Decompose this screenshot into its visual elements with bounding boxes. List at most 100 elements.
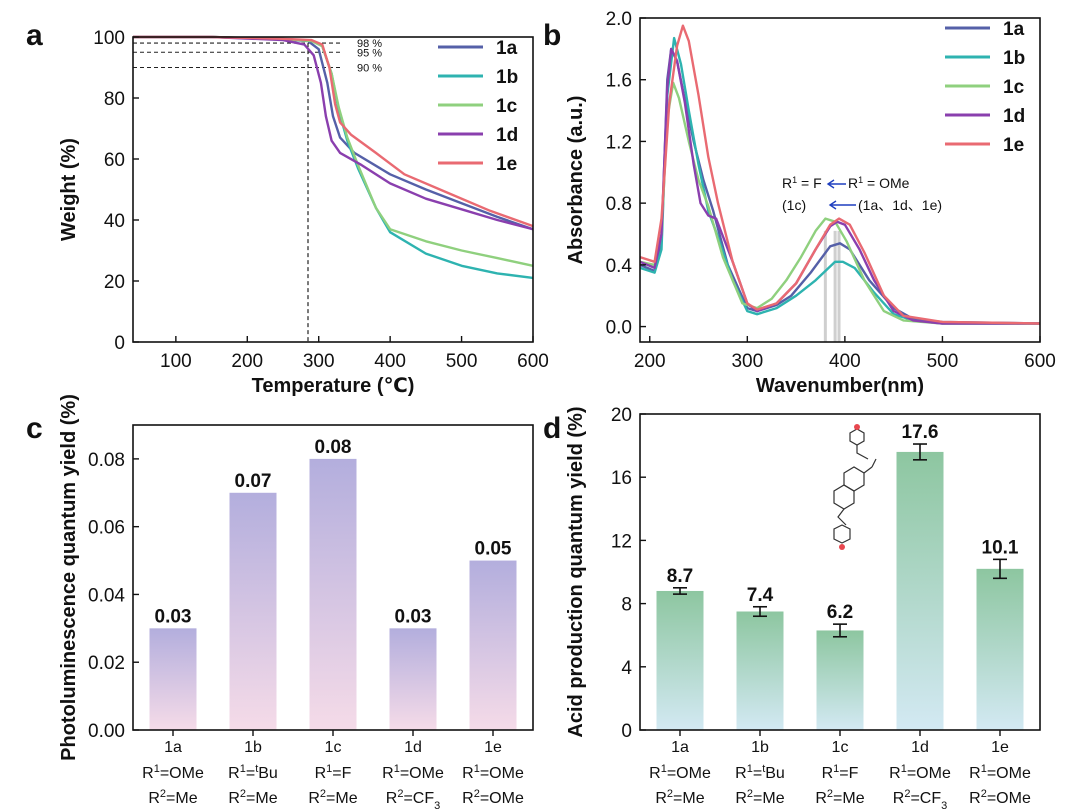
panel-a: 98 %95 %90 %100 200 300 400 500 600Temperatur… [58,28,549,397]
y-tick-label-a: 80 [104,89,125,110]
value-label-1a: 0.03 [155,606,192,627]
value-label-1d: 17.6 [902,422,939,443]
value-label-1c: 6.2 [827,602,853,623]
substituent-r2-1d: R2=CF3 [386,788,440,810]
category-label-1c: 1c [832,739,849,756]
value-label-1e: 10.1 [982,537,1019,558]
x-tick-label-a: 300 [303,351,335,372]
series-line-1e [133,35,534,228]
value-label-1d: 0.03 [395,606,432,627]
y-tick-label-a: 40 [104,211,125,232]
substituent-r1-1e: R1=OMe [969,763,1031,782]
category-label-1e: 1e [991,739,1009,756]
x-tick-label-b: 400 [829,351,861,372]
y-tick-label-b: 0.4 [606,256,633,277]
panel-b: 200 300 400 500 600 Wavenumber(nm) 0.0 0.4 0.8 1.… [565,9,1056,397]
y-tick-label-a: 20 [104,272,125,293]
y-tick-label-c: 0.02 [88,653,125,674]
bar-1a [149,628,197,730]
plot-frame-b [639,17,1041,343]
substituent-r2-1d: R2=CF3 [893,788,947,810]
legend-label-1b: 1b [1003,48,1025,69]
y-tick-label-c: 0.06 [88,518,125,539]
y-tick-label-c: 0.00 [88,721,125,742]
series-line-1b [639,36,1040,325]
y-tick-label-c: 0.08 [88,450,125,471]
y-tick-label-b: 0.8 [606,194,632,215]
y-axis-title-d: Acid production quantum yield (%) [565,406,587,737]
y-axis-title-a: Weight (%) [58,138,80,241]
panel-d: 8.7 1a R1=OMe R2=Me 7.4 1b R1=tBu R2=Me 6.2 1c R1=… [565,405,1041,810]
legend-label-1e: 1e [1003,135,1024,156]
y-tick-label-b: 1.6 [606,71,632,92]
panel-letter-c: c [26,412,43,445]
x-tick-label-b: 500 [927,351,959,372]
y-tick-label-a: 60 [104,150,125,171]
y-tick-label-d: 0 [621,721,632,742]
substituent-r2-1b: R2=Me [735,788,784,807]
substituent-r2-1a: R2=Me [148,788,197,807]
legend-label-1a: 1a [1003,19,1025,40]
bar-1b [736,611,784,730]
bar-1d [896,451,944,730]
value-label-1e: 0.05 [475,539,512,560]
y-tick-label-a: 100 [93,28,125,49]
y-tick-label-b: 0.0 [606,318,632,339]
series-line-1c [133,35,534,267]
bar-1c [816,630,864,730]
legend-label-1c: 1c [496,96,518,117]
y-axis-title-c: Photoluminescence quantum yield (%) [58,394,80,761]
x-tick-label-a: 200 [231,351,263,372]
arrow-icon [826,179,846,189]
substituent-r1-1d: R1=OMe [889,763,951,782]
bar-1e [469,560,517,730]
substituent-r1-1d: R1=OMe [382,763,444,782]
y-tick-label-d: 4 [621,658,632,679]
series-line-1b [133,35,534,280]
substituent-r2-1c: R2=Me [308,788,357,807]
substituent-r1-1b: R1=tBu [228,763,278,782]
annotation-1c: (1c) [782,197,806,213]
x-axis-title-a: Temperature (℃) [252,375,415,397]
panel-c: 0.03 1a R1=OMe R2=Me 0.07 1b R1=tBu R2=Me 0.08 1c… [58,394,534,810]
bar-1b [229,492,277,730]
annotation-r1-ome: R1 = OMe [848,175,910,191]
legend-label-1d: 1d [496,125,518,146]
legend-label-1d: 1d [1003,106,1025,127]
value-label-1b: 0.07 [235,471,272,492]
y-tick-label-c: 0.04 [88,585,125,606]
x-tick-label-b: 200 [634,351,666,372]
x-tick-label-a: 400 [374,351,406,372]
value-label-1c: 0.08 [315,437,352,458]
arrow-icon [828,200,856,210]
threshold-label-a: 90 % [357,63,382,75]
panel-letter-d: d [543,412,561,445]
substituent-r1-1a: R1=OMe [649,763,711,782]
substituent-r1-1a: R1=OMe [142,763,204,782]
y-axis-title-b: Absorbance (a.u.) [565,96,587,265]
legend-label-1c: 1c [1003,77,1025,98]
y-tick-label-a: 0 [114,333,125,354]
x-tick-label-a: 500 [446,351,478,372]
legend-label-1a: 1a [496,38,518,59]
y-tick-label-d: 20 [611,405,632,426]
legend-label-1b: 1b [496,67,518,88]
plot-frame-a [132,36,534,343]
series-line-1e [639,24,1041,325]
substituent-r2-1a: R2=Me [655,788,704,807]
substituent-r2-1e: R2=OMe [969,788,1031,807]
molecule-structure [833,424,877,550]
bar-1e [976,568,1024,730]
x-tick-label-b: 300 [731,351,763,372]
y-tick-label-d: 12 [611,531,632,552]
x-axis-title-b: Wavenumber(nm) [756,375,924,397]
series-line-1d [133,35,534,231]
substituent-r2-1c: R2=Me [815,788,864,807]
panel-letter-b: b [543,19,561,52]
category-label-1c: 1c [325,739,342,756]
panel-letter-a: a [26,19,43,52]
y-tick-label-b: 1.2 [606,132,632,153]
y-tick-label-b: 2.0 [606,9,632,30]
bar-1a [656,590,704,730]
value-label-1b: 7.4 [747,585,774,606]
